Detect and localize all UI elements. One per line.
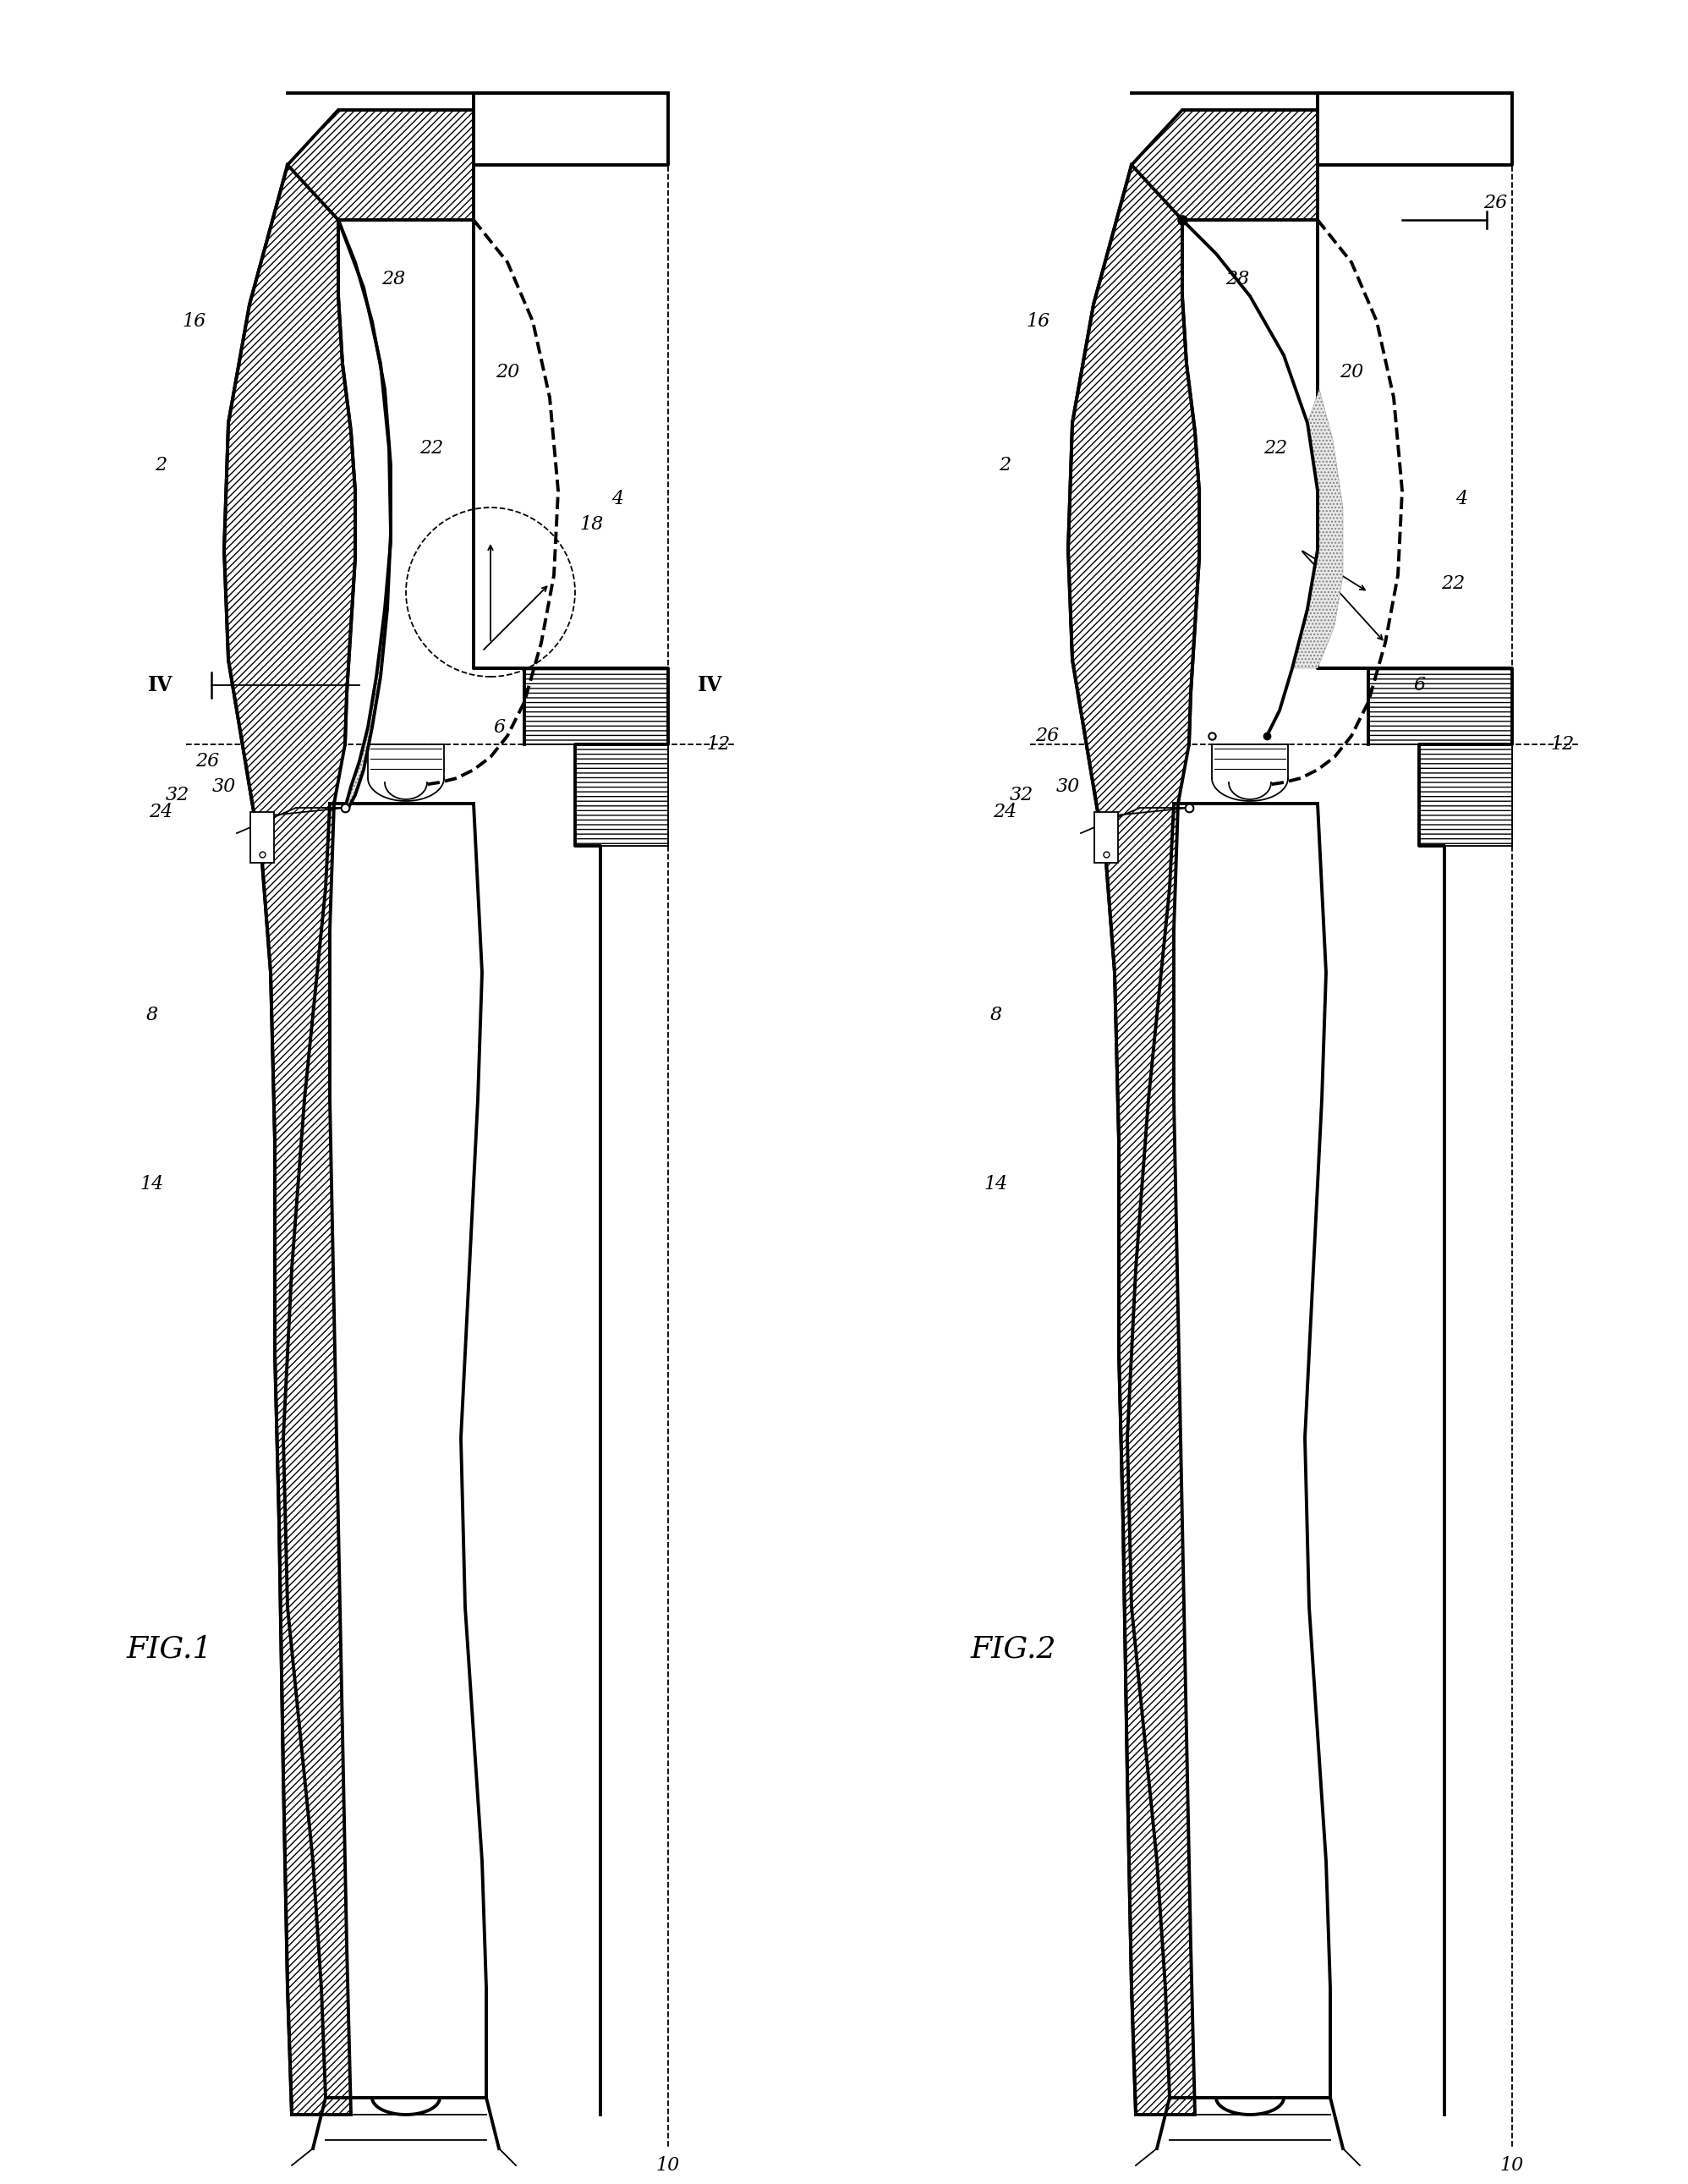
Text: 10: 10: [1501, 2156, 1524, 2175]
Text: 30: 30: [213, 778, 236, 795]
Text: 22: 22: [1442, 574, 1465, 592]
Text: 26: 26: [196, 751, 219, 771]
Text: 22: 22: [1263, 439, 1288, 459]
Polygon shape: [474, 668, 668, 745]
Text: FIG.1: FIG.1: [127, 1636, 213, 1664]
Text: 32: 32: [165, 786, 189, 804]
Text: 28: 28: [1225, 271, 1249, 288]
Polygon shape: [225, 166, 388, 2114]
Bar: [250, 812, 273, 863]
Polygon shape: [1318, 668, 1512, 745]
Polygon shape: [1293, 389, 1344, 668]
Text: 26: 26: [1035, 727, 1058, 745]
Text: 32: 32: [1009, 786, 1033, 804]
Text: 16: 16: [1026, 312, 1050, 330]
Text: 6: 6: [493, 719, 505, 736]
Text: IV: IV: [149, 675, 174, 695]
Polygon shape: [287, 109, 474, 221]
Text: 16: 16: [182, 312, 206, 330]
Polygon shape: [1131, 109, 1318, 221]
Text: 30: 30: [1057, 778, 1080, 795]
Text: 28: 28: [381, 271, 405, 288]
Text: 22: 22: [419, 439, 444, 459]
Text: 4: 4: [1455, 489, 1467, 509]
Text: 10: 10: [657, 2156, 680, 2175]
Text: 8: 8: [991, 1005, 1003, 1024]
Text: 12: 12: [1551, 736, 1575, 753]
Text: 20: 20: [496, 363, 520, 382]
Text: 2: 2: [999, 456, 1011, 474]
Text: 20: 20: [1340, 363, 1364, 382]
Polygon shape: [1369, 745, 1512, 845]
Text: 18: 18: [581, 515, 604, 533]
Polygon shape: [525, 745, 668, 845]
Text: 24: 24: [993, 804, 1016, 821]
Bar: [1094, 812, 1117, 863]
Text: 14: 14: [140, 1175, 164, 1192]
Polygon shape: [1318, 94, 1512, 166]
Text: 8: 8: [147, 1005, 159, 1024]
Text: 14: 14: [984, 1175, 1008, 1192]
Text: 2: 2: [155, 456, 167, 474]
Text: 6: 6: [1413, 675, 1425, 695]
Text: 4: 4: [611, 489, 623, 509]
Polygon shape: [1069, 166, 1232, 2114]
Text: IV: IV: [697, 675, 722, 695]
Text: 26: 26: [1484, 194, 1507, 212]
Text: 12: 12: [707, 736, 731, 753]
Text: FIG.2: FIG.2: [971, 1636, 1057, 1664]
Polygon shape: [338, 221, 390, 808]
Text: 24: 24: [149, 804, 172, 821]
Polygon shape: [474, 94, 668, 166]
